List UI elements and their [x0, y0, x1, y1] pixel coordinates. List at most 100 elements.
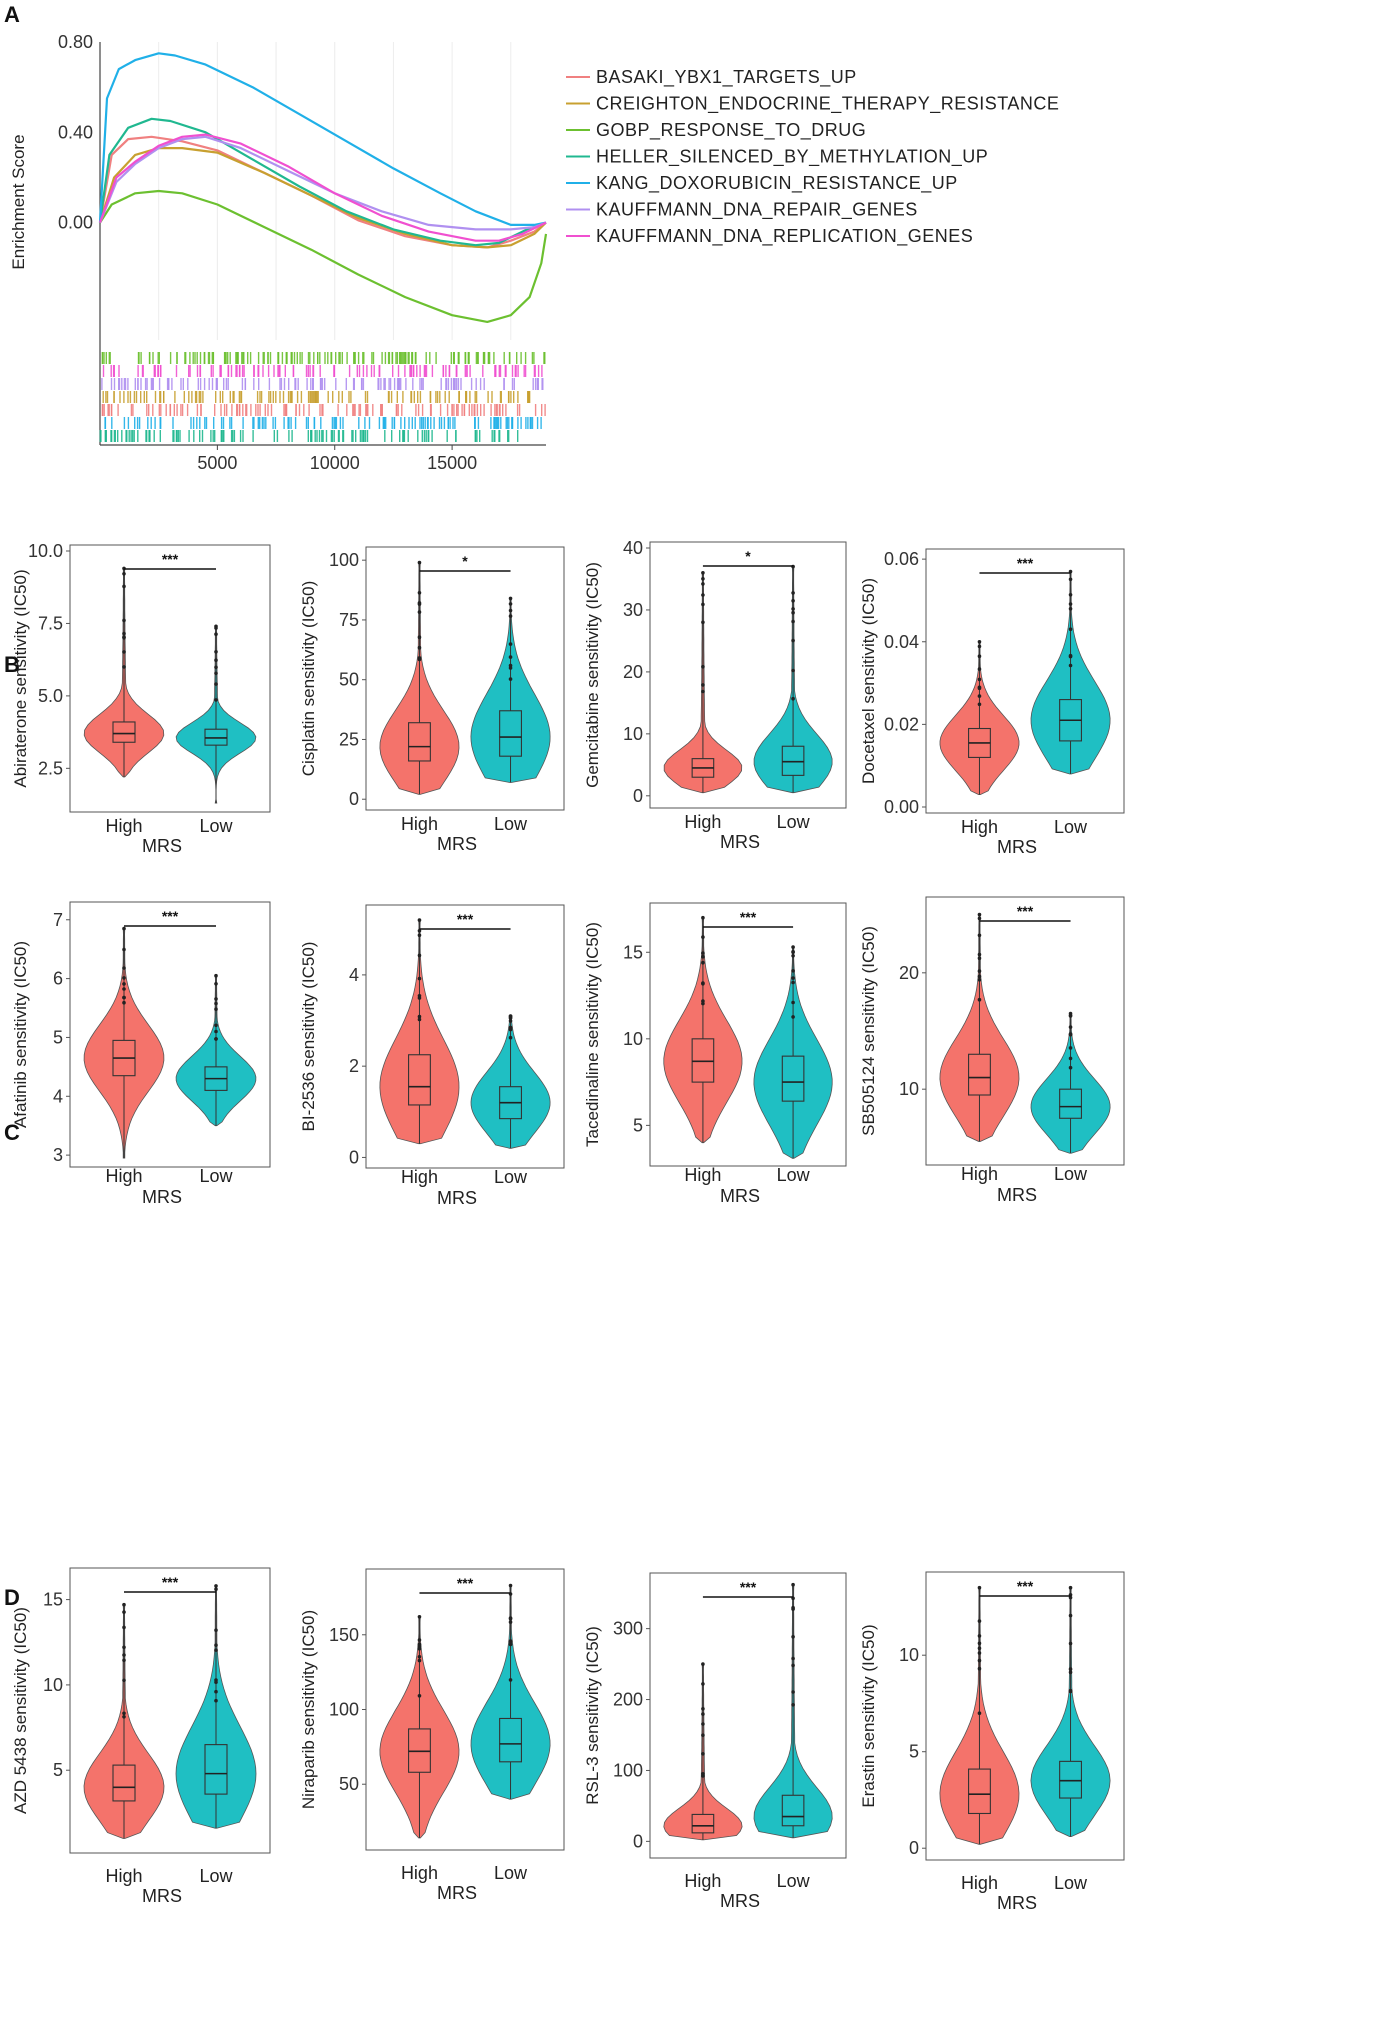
panel-label-d: D	[4, 1585, 20, 1610]
outlier-point	[1068, 654, 1073, 659]
box	[1059, 1088, 1082, 1119]
outlier-point	[791, 668, 795, 673]
outlier-point	[977, 654, 982, 658]
y-tick-label: 5	[53, 1760, 63, 1780]
outlier-point	[417, 560, 422, 565]
outlier-point	[417, 601, 422, 605]
outlier-point	[417, 610, 422, 614]
outlier-point	[701, 1682, 705, 1686]
x-category-label: Low	[1054, 1873, 1088, 1893]
outlier-point	[791, 607, 795, 611]
significance-label: ***	[1017, 903, 1034, 919]
outlier-point	[214, 1680, 218, 1684]
outlier-point	[791, 696, 795, 701]
outlier-point	[977, 974, 982, 979]
outlier-point	[701, 593, 705, 597]
outlier-point	[214, 650, 218, 654]
outlier-point	[417, 1694, 422, 1698]
x-category-label: High	[401, 1167, 438, 1187]
legend-label: CREIGHTON_ENDOCRINE_THERAPY_RESISTANCE	[596, 94, 1059, 115]
outlier-point	[508, 677, 513, 681]
x-category-label: Low	[777, 1165, 811, 1185]
outlier-point	[417, 976, 422, 981]
outlier-point	[508, 1014, 513, 1018]
violin-chart: 5 10 15 AZD 5438 sensitivity (IC50) High Low M…	[11, 1567, 271, 1906]
outlier-point	[791, 1663, 795, 1668]
outlier-point	[1068, 1046, 1073, 1050]
outlier-point	[701, 689, 705, 694]
significance-label: *	[745, 548, 751, 564]
y-tick-label: 15	[43, 1590, 63, 1610]
y-axis-label: Docetaxel sensitivity (IC50)	[859, 578, 878, 784]
x-tick-label: 15000	[427, 453, 477, 473]
box	[204, 1744, 228, 1795]
y-axis-label: Gemcitabine sensitivity (IC50)	[583, 562, 602, 788]
outlier-point	[508, 1019, 513, 1023]
outlier-point	[701, 935, 705, 939]
x-category-label: Low	[494, 814, 528, 834]
x-axis-label: MRS	[142, 1187, 182, 1207]
outlier-point	[701, 1752, 705, 1756]
outlier-point	[977, 933, 982, 938]
outlier-point	[214, 682, 218, 686]
outlier-point	[214, 1007, 218, 1011]
x-category-label: High	[684, 1165, 721, 1185]
outlier-point	[791, 1635, 795, 1639]
y-tick-label: 10	[899, 1079, 919, 1099]
x-category-label: Low	[199, 1866, 233, 1886]
legend-label: KAUFFMANN_DNA_REPLICATION_GENES	[596, 226, 973, 247]
panel-label-b: B	[4, 652, 20, 677]
outlier-point	[417, 657, 422, 662]
outlier-point	[122, 584, 126, 589]
y-tick-label: 0.04	[884, 632, 919, 652]
outlier-point	[1068, 1011, 1073, 1016]
outlier-point	[1068, 1056, 1073, 1061]
outlier-point	[214, 698, 218, 702]
outlier-point	[701, 951, 705, 955]
box	[1059, 1760, 1082, 1799]
outlier-point	[417, 918, 422, 922]
outlier-point	[701, 1707, 705, 1711]
outlier-point	[122, 1000, 126, 1005]
panel-label-c: C	[4, 1120, 20, 1145]
outlier-point	[508, 1025, 513, 1030]
significance-label: ***	[162, 908, 179, 924]
y-tick-label: 6	[53, 969, 63, 989]
enrichment-line	[98, 135, 547, 231]
y-tick-label: 50	[339, 670, 359, 690]
outlier-point	[122, 947, 126, 952]
x-category-label: High	[401, 1863, 438, 1883]
y-tick-label: 7.5	[38, 613, 63, 633]
outlier-point	[977, 1646, 982, 1651]
x-category-label: Low	[494, 1167, 528, 1187]
significance-label: ***	[740, 1579, 757, 1595]
outlier-point	[508, 1642, 513, 1647]
x-category-label: Low	[1054, 817, 1088, 837]
outlier-point	[701, 571, 705, 575]
outlier-point	[214, 1029, 218, 1034]
outlier-point	[417, 645, 422, 650]
outlier-point	[701, 577, 705, 581]
y-tick-label: 0	[633, 786, 643, 806]
y-tick-label: 40	[623, 538, 643, 558]
outlier-point	[791, 591, 795, 595]
y-axis-label: AZD 5438 sensitivity (IC50)	[11, 1607, 30, 1814]
outlier-point	[417, 1014, 422, 1019]
outlier-point	[122, 995, 126, 1000]
violin-chart: 50 100 150 Niraparib sensitivity (IC50) High…	[299, 1568, 565, 1903]
box	[408, 722, 431, 762]
violin-chart: 5 10 15 Tacedinaline sensitivity (IC50) High…	[583, 902, 847, 1206]
y-tick-label: 0	[349, 789, 359, 809]
outlier-point	[977, 702, 982, 707]
y-tick-label: 10	[43, 1675, 63, 1695]
y-axis-label: Niraparib sensitivity (IC50)	[299, 1610, 318, 1809]
gsea-panel: 0.00 0.40 0.80 Enrichment Score 5000 10000 150…	[9, 32, 1059, 473]
outlier-point	[122, 926, 126, 931]
outlier-point	[791, 610, 795, 615]
y-axis-label: Cisplatin sensitivity (IC50)	[299, 581, 318, 777]
outlier-point	[214, 1698, 218, 1703]
outlier-point	[1068, 1689, 1073, 1694]
significance-label: ***	[740, 909, 757, 925]
outlier-point	[508, 608, 513, 613]
outlier-point	[977, 997, 982, 1002]
